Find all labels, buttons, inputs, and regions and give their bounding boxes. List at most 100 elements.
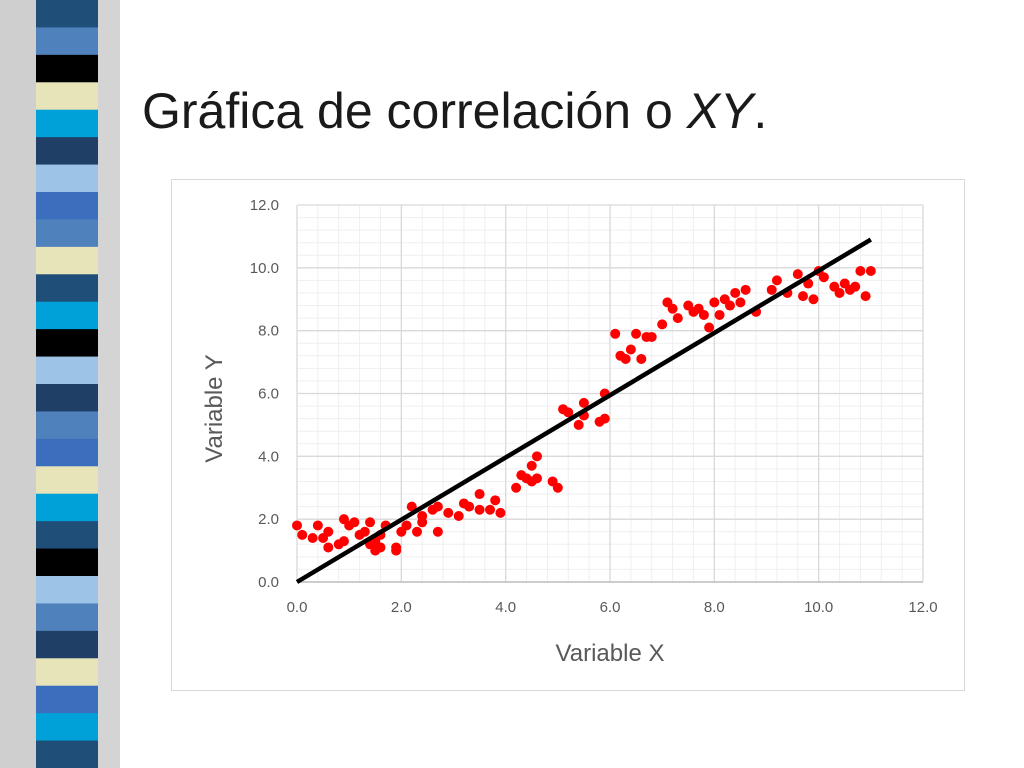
- stripe-block: [36, 137, 98, 166]
- stripe-block: [36, 685, 98, 714]
- data-point: [359, 526, 370, 537]
- slide-title-text: Gráfica de correlación o: [142, 83, 687, 139]
- stripe-block: [36, 246, 98, 275]
- data-point: [552, 482, 563, 493]
- data-point: [312, 520, 323, 531]
- stripe-block: [36, 603, 98, 632]
- x-tick-label: 8.0: [704, 599, 725, 616]
- y-tick-label: 6.0: [258, 386, 279, 403]
- stripe-block: [36, 438, 98, 467]
- data-point: [563, 407, 574, 418]
- data-point: [735, 297, 746, 308]
- data-point: [709, 297, 720, 308]
- data-point: [490, 495, 501, 506]
- data-point: [599, 413, 610, 424]
- y-tick-label: 8.0: [258, 323, 279, 340]
- data-point: [297, 529, 308, 540]
- stripe-block: [36, 109, 98, 138]
- scatter-chart: 0.0 2.0 4.0 6.0 8.0 10.0 12.0 0.0 2.0 4.0 6.0 8.0 10…: [201, 197, 938, 667]
- data-point: [631, 328, 642, 339]
- stripe-block: [36, 740, 98, 768]
- data-point: [850, 281, 861, 292]
- data-point: [803, 278, 814, 289]
- stripe-block: [36, 411, 98, 440]
- data-point: [495, 507, 506, 518]
- stripe-block: [36, 576, 98, 604]
- x-tick-label: 0.0: [287, 599, 308, 616]
- data-point: [730, 287, 741, 298]
- data-point: [740, 284, 751, 295]
- data-point: [485, 504, 496, 515]
- data-point: [391, 542, 402, 553]
- stripe-block: [36, 630, 98, 659]
- stripe-block: [36, 274, 98, 303]
- data-point: [531, 473, 542, 484]
- stripe-block: [36, 521, 98, 550]
- slide-title: Gráfica de correlación o XY.: [142, 82, 767, 140]
- data-point: [578, 397, 589, 408]
- data-point: [406, 501, 417, 512]
- data-point: [432, 501, 443, 512]
- data-point: [834, 287, 845, 298]
- data-point: [464, 501, 475, 512]
- trendline: [295, 237, 872, 584]
- decorative-stripe-band: [0, 0, 120, 768]
- data-point: [474, 489, 485, 500]
- data-point: [625, 344, 636, 355]
- data-point: [636, 353, 647, 364]
- data-point: [798, 291, 809, 302]
- stripe-block: [36, 301, 98, 330]
- x-tick-label: 4.0: [495, 599, 516, 616]
- y-tick-label: 4.0: [258, 448, 279, 465]
- stripe-block: [36, 54, 98, 83]
- data-point: [610, 328, 621, 339]
- data-point: [724, 300, 735, 311]
- data-point: [771, 275, 782, 286]
- stripe-block: [36, 384, 98, 412]
- x-axis-title: Variable X: [556, 640, 665, 667]
- data-point: [375, 542, 386, 553]
- stripe-block: [36, 27, 98, 56]
- stripe-block: [36, 658, 98, 687]
- data-point: [307, 533, 318, 544]
- y-tick-label: 12.0: [250, 197, 279, 214]
- data-point: [808, 294, 819, 305]
- data-point: [417, 511, 428, 522]
- data-point: [365, 517, 376, 528]
- stripe-shadow: [98, 0, 120, 768]
- data-point: [672, 313, 683, 324]
- data-point: [526, 460, 537, 471]
- data-point: [349, 517, 360, 528]
- data-point: [620, 353, 631, 364]
- stripe-block: [36, 0, 98, 28]
- stripe-block: [36, 219, 98, 248]
- data-point: [411, 526, 422, 537]
- data-point: [531, 451, 542, 462]
- stripe-block: [36, 192, 98, 220]
- x-tick-label: 2.0: [391, 599, 412, 616]
- data-point: [453, 511, 464, 522]
- y-tick-label: 0.0: [258, 574, 279, 591]
- stripe-block: [36, 82, 98, 111]
- stripe-block: [36, 329, 98, 358]
- data-point: [646, 331, 657, 342]
- slide-title-italic: XY: [686, 83, 754, 139]
- chart-container: 0.0 2.0 4.0 6.0 8.0 10.0 12.0 0.0 2.0 4.0 6.0 8.0 10…: [171, 179, 965, 691]
- stripe-block: [36, 493, 98, 522]
- y-axis-title: Variable Y: [201, 354, 228, 463]
- data-point: [698, 309, 709, 320]
- y-tick-label: 2.0: [258, 511, 279, 528]
- data-point: [323, 542, 334, 553]
- data-point: [292, 520, 302, 531]
- data-point: [766, 284, 777, 295]
- data-point: [714, 309, 725, 320]
- x-tick-label: 6.0: [600, 599, 621, 616]
- stripe-edge: [0, 0, 36, 768]
- data-point: [704, 322, 715, 333]
- data-point: [855, 265, 866, 276]
- stripe-block: [36, 548, 98, 577]
- data-point: [573, 419, 584, 430]
- data-point: [818, 272, 829, 283]
- slide-title-end: .: [753, 83, 768, 139]
- data-point: [865, 265, 876, 276]
